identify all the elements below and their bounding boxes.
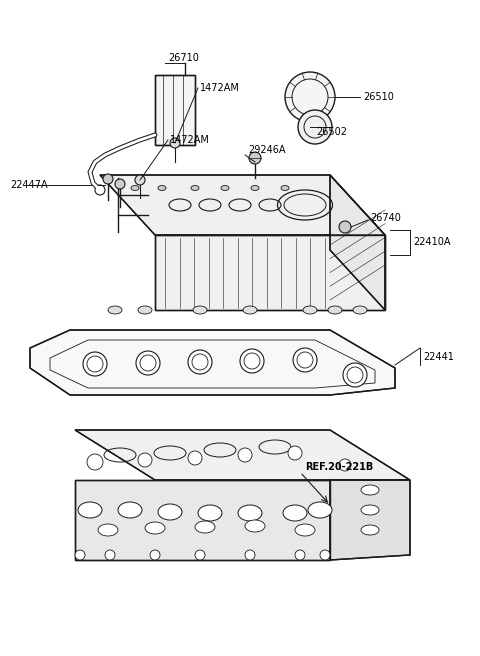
Ellipse shape [138, 306, 152, 314]
Ellipse shape [303, 306, 317, 314]
Ellipse shape [108, 306, 122, 314]
Polygon shape [330, 480, 410, 560]
Text: 29246A: 29246A [248, 145, 286, 155]
Circle shape [103, 174, 113, 184]
Text: 1472AM: 1472AM [170, 135, 210, 145]
Text: 26740: 26740 [370, 213, 401, 223]
Circle shape [343, 363, 367, 387]
Ellipse shape [353, 306, 367, 314]
Circle shape [150, 550, 160, 560]
Circle shape [105, 550, 115, 560]
Circle shape [339, 459, 351, 471]
Circle shape [87, 454, 103, 470]
Circle shape [339, 221, 351, 233]
Polygon shape [75, 480, 330, 560]
Ellipse shape [361, 485, 379, 495]
Circle shape [83, 352, 107, 376]
Ellipse shape [118, 502, 142, 518]
Ellipse shape [191, 186, 199, 190]
Ellipse shape [295, 524, 315, 536]
Text: 22410A: 22410A [413, 237, 451, 247]
Circle shape [136, 351, 160, 375]
Circle shape [245, 550, 255, 560]
Ellipse shape [193, 306, 207, 314]
Circle shape [240, 349, 264, 373]
Ellipse shape [308, 502, 332, 518]
Circle shape [249, 152, 261, 164]
Ellipse shape [131, 186, 139, 190]
Circle shape [188, 451, 202, 465]
Circle shape [238, 448, 252, 462]
Ellipse shape [198, 505, 222, 521]
Text: REF.20-221B: REF.20-221B [305, 462, 373, 472]
Ellipse shape [158, 504, 182, 520]
Circle shape [115, 179, 125, 189]
Ellipse shape [195, 521, 215, 533]
Ellipse shape [238, 505, 262, 521]
Circle shape [320, 550, 330, 560]
Circle shape [298, 110, 332, 144]
Circle shape [295, 550, 305, 560]
Circle shape [95, 185, 105, 195]
Circle shape [188, 350, 212, 374]
Circle shape [195, 550, 205, 560]
Circle shape [170, 138, 180, 148]
Ellipse shape [361, 505, 379, 515]
Ellipse shape [145, 522, 165, 534]
Ellipse shape [361, 525, 379, 535]
Ellipse shape [98, 524, 118, 536]
Ellipse shape [158, 186, 166, 190]
Ellipse shape [245, 520, 265, 532]
Circle shape [293, 348, 317, 372]
Polygon shape [330, 175, 385, 310]
Polygon shape [30, 330, 395, 395]
Circle shape [75, 550, 85, 560]
Text: 26502: 26502 [316, 127, 347, 137]
Circle shape [288, 446, 302, 460]
Ellipse shape [328, 306, 342, 314]
Circle shape [138, 453, 152, 467]
Circle shape [135, 175, 145, 185]
Polygon shape [100, 175, 385, 235]
Text: 22447A: 22447A [10, 180, 48, 190]
Ellipse shape [283, 505, 307, 521]
Ellipse shape [221, 186, 229, 190]
Polygon shape [155, 75, 195, 145]
Ellipse shape [251, 186, 259, 190]
Text: 26710: 26710 [168, 53, 199, 63]
Text: 26510: 26510 [363, 92, 394, 102]
Circle shape [285, 72, 335, 122]
Ellipse shape [78, 502, 102, 518]
Ellipse shape [281, 186, 289, 190]
Ellipse shape [243, 306, 257, 314]
Text: 1472AM: 1472AM [200, 83, 240, 93]
Polygon shape [75, 430, 410, 480]
Polygon shape [155, 235, 385, 310]
Text: 22441: 22441 [423, 352, 454, 362]
